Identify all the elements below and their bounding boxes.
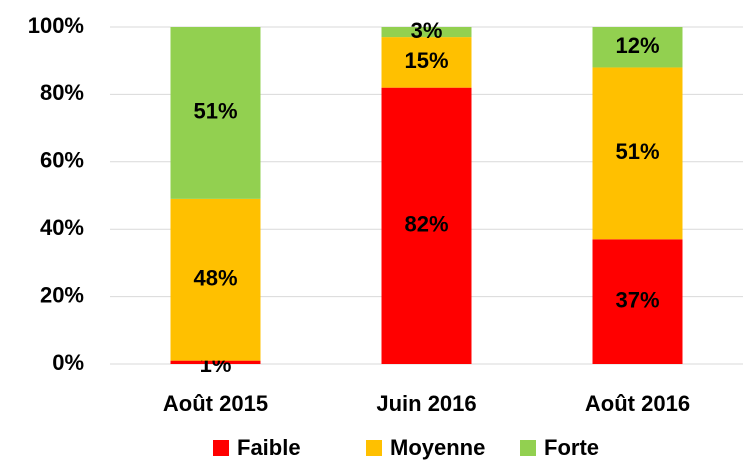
bar-segment (170, 198, 261, 361)
data-label: 15% (404, 48, 448, 73)
bar-segment (592, 27, 683, 68)
y-tick-label: 60% (40, 148, 84, 173)
data-label: 12% (615, 33, 659, 58)
data-label: 82% (404, 212, 448, 237)
bar-segment (381, 27, 472, 38)
data-label: 37% (615, 287, 659, 312)
bar-segment (170, 27, 261, 199)
bar-segment (381, 37, 472, 88)
legend-label: Moyenne (390, 435, 485, 460)
legend-swatch (366, 440, 382, 456)
y-tick-label: 40% (40, 215, 84, 240)
y-tick-label: 0% (52, 350, 84, 375)
x-tick-label: Juin 2016 (376, 391, 476, 416)
legend-swatch (213, 440, 229, 456)
y-tick-label: 100% (28, 13, 84, 38)
bar-segment (170, 360, 261, 364)
legend-label: Forte (544, 435, 599, 460)
data-label: 48% (193, 266, 237, 291)
legend-label: Faible (237, 435, 301, 460)
bar-segment (592, 239, 683, 364)
data-label: 51% (193, 99, 237, 124)
legend-swatch (520, 440, 536, 456)
bar-segment (381, 87, 472, 364)
x-tick-label: Août 2016 (585, 391, 690, 416)
data-label: 3% (411, 18, 443, 43)
data-label: 51% (615, 139, 659, 164)
x-tick-label: Août 2015 (163, 391, 268, 416)
y-tick-label: 80% (40, 80, 84, 105)
bar-segment (592, 67, 683, 240)
y-tick-label: 20% (40, 282, 84, 307)
